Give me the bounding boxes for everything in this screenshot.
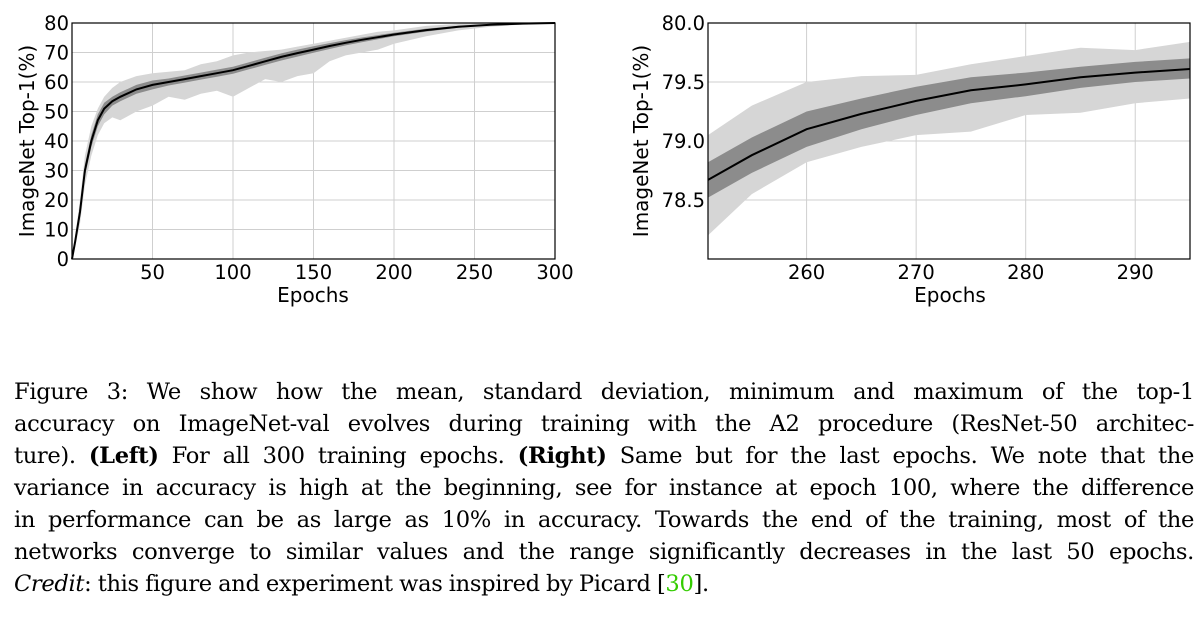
left-mean-line <box>71 22 556 260</box>
caption-right-label: (Right) <box>517 443 607 469</box>
left-y-tick-label: 70 <box>44 42 69 65</box>
left-plot-frame <box>71 22 556 260</box>
right-minmax-band <box>708 41 1190 236</box>
caption-line-2: accuracy on ImageNet-val evolves during … <box>14 411 1194 437</box>
left-y-tick-label: 10 <box>44 219 69 242</box>
caption-line-3: ture). (Left) For all 300 training epoch… <box>14 440 1194 472</box>
right-chart: 260 270 280 290 78.5 79.0 79.5 80.0 Epochs Ima… <box>629 12 1191 307</box>
citation-link[interactable]: 30 <box>665 571 694 597</box>
left-x-tick-label: 150 <box>295 261 332 284</box>
left-x-tick-label: 250 <box>456 261 493 284</box>
caption-credit-label: Credit <box>14 571 85 597</box>
caption-line-4: variance in accuracy is high at the begi… <box>14 475 1194 501</box>
left-y-ticks: 0 10 20 30 40 50 60 70 80 <box>44 12 69 271</box>
right-y-tick-label: 80.0 <box>662 12 705 35</box>
figure-caption: Figure 3: We show how the mean, standard… <box>14 376 1194 600</box>
right-x-tick-label: 280 <box>1007 261 1044 284</box>
caption-text: ture). <box>14 443 89 469</box>
caption-text: Same but for the last epochs. We note th… <box>606 443 1195 469</box>
left-chart: 50 100 150 200 250 300 0 10 20 30 40 50 60 70 80 Epoc… <box>15 12 574 307</box>
right-mean-line <box>708 68 1190 181</box>
left-x-tick-label: 100 <box>214 261 251 284</box>
left-y-tick-label: 40 <box>44 130 69 153</box>
left-y-tick-label: 30 <box>44 160 69 183</box>
figure-3: 50 100 150 200 250 300 0 10 20 30 40 50 60 70 80 Epoc… <box>15 12 1191 307</box>
right-x-tick-label: 290 <box>1117 261 1154 284</box>
caption-text: For all 300 training epochs. <box>158 443 518 469</box>
left-y-tick-label: 20 <box>44 189 69 212</box>
caption-left-label: (Left) <box>88 443 159 469</box>
left-y-tick-label: 50 <box>44 101 69 124</box>
caption-line-7: Credit: this figure and experiment was i… <box>14 568 1194 600</box>
left-y-axis-label: ImageNet Top-1(%) <box>15 45 39 237</box>
left-x-axis-label: Epochs <box>277 283 349 307</box>
right-plot-frame <box>707 22 1191 260</box>
right-y-ticks: 78.5 79.0 79.5 80.0 <box>662 12 705 212</box>
right-x-tick-label: 260 <box>788 261 825 284</box>
right-y-axis-label: ImageNet Top-1(%) <box>629 45 653 237</box>
right-x-tick-label: 270 <box>898 261 935 284</box>
right-y-tick-label: 79.0 <box>662 130 705 153</box>
caption-line-5: in performance can be as large as 10% in… <box>14 507 1194 533</box>
right-x-ticks: 260 270 280 290 <box>788 261 1154 284</box>
left-x-tick-label: 200 <box>375 261 412 284</box>
right-x-axis-label: Epochs <box>914 283 986 307</box>
caption-text: ]. <box>693 571 709 597</box>
right-y-tick-label: 78.5 <box>662 189 705 212</box>
left-y-tick-label: 0 <box>57 248 69 271</box>
left-y-tick-label: 80 <box>44 12 69 35</box>
left-y-tick-label: 60 <box>44 71 69 94</box>
caption-line-1: Figure 3: We show how the mean, standard… <box>14 379 1194 405</box>
right-y-tick-label: 79.5 <box>662 71 705 94</box>
caption-line-6: networks converge to similar values and … <box>14 539 1194 565</box>
left-x-tick-label: 50 <box>140 261 165 284</box>
left-x-ticks: 50 100 150 200 250 300 <box>140 261 574 284</box>
left-x-tick-label: 300 <box>536 261 573 284</box>
left-minmax-band <box>72 22 555 260</box>
caption-text: : this figure and experiment was inspire… <box>84 571 666 597</box>
